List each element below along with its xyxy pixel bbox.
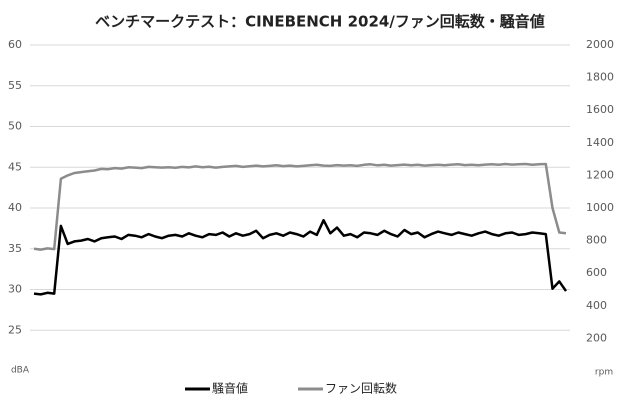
- y-tick-label: 35: [8, 242, 22, 255]
- y2-tick-label: 200: [586, 331, 607, 344]
- y2-tick-label: 1800: [586, 71, 614, 84]
- y-tick-label: 55: [8, 79, 22, 92]
- y2-axis-label: rpm: [595, 368, 613, 378]
- legend-label: 騒音値: [212, 381, 248, 396]
- series-line: [33, 218, 568, 296]
- y2-tick-label: 600: [586, 266, 607, 279]
- y2-tick-label: 400: [586, 299, 607, 312]
- y-tick-label: 60: [8, 38, 22, 51]
- y2-tick-label: 800: [586, 234, 607, 247]
- y2-tick-label: 1000: [586, 201, 614, 214]
- chart-title: ベンチマークテスト：CINEBENCH 2024/ファン回転数・騒音値: [95, 13, 545, 31]
- y-tick-label: 30: [8, 283, 22, 296]
- series-line: [33, 162, 567, 251]
- y-tick-label: 25: [8, 323, 22, 336]
- y2-tick-label: 1200: [586, 168, 614, 181]
- y-tick-label: 40: [8, 201, 22, 214]
- y-tick-label: 50: [8, 120, 22, 133]
- y2-tick-label: 1600: [586, 103, 614, 116]
- legend-label: ファン回転数: [325, 381, 397, 396]
- y-tick-label: 45: [8, 160, 22, 173]
- y2-tick-label: 2000: [586, 38, 614, 51]
- y-axis-label: dBA: [11, 366, 30, 376]
- y2-tick-label: 1400: [586, 136, 614, 149]
